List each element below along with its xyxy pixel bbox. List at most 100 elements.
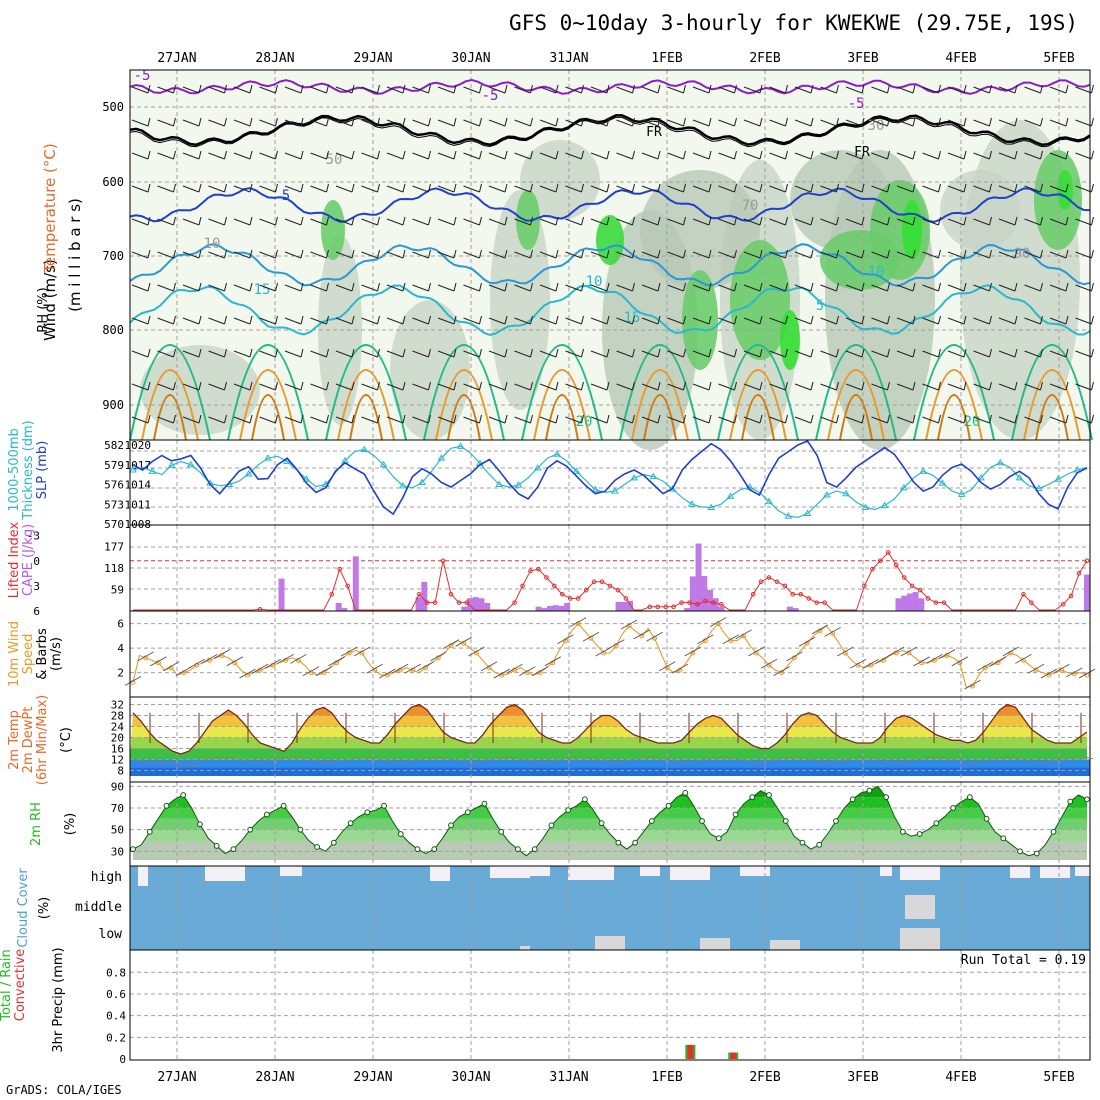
wind-barb-shaft <box>820 416 837 424</box>
wind-barb <box>692 84 712 94</box>
temp-contour-minus5 <box>129 78 1091 95</box>
wind-barb-shaft <box>565 416 582 424</box>
panel-axis-label: (°C) <box>59 727 74 753</box>
wind-barb-shaft <box>820 317 837 325</box>
wind-barb-shaft <box>896 383 914 391</box>
rh-point <box>916 831 923 837</box>
wind-barb <box>1024 216 1043 226</box>
wind-barb-flag <box>479 183 482 193</box>
wind-barb <box>437 249 457 259</box>
wind-barb-shaft <box>412 86 429 94</box>
wind-barb-10m <box>1066 667 1083 678</box>
wind-barb-shaft <box>131 119 149 127</box>
wind-barb-shaft <box>845 185 863 193</box>
wind-barb <box>845 348 865 358</box>
wind-barb-shaft <box>463 185 480 193</box>
wind-barb-flag <box>785 150 788 160</box>
temp-contour-25 <box>631 369 689 441</box>
wind-barb-flag <box>734 216 737 226</box>
wind-barb-10m <box>379 668 396 679</box>
day-label-bottom: 5FEB <box>1043 1070 1074 1085</box>
wind-barb-flag <box>683 249 686 259</box>
wind-barb-flag <box>989 84 992 94</box>
wind-barb-shaft <box>386 350 404 358</box>
day-label-top: 3FEB <box>847 51 878 66</box>
contour-label: 70 <box>742 198 759 214</box>
wind-barb <box>692 315 712 325</box>
wind-barb-flag <box>657 183 661 193</box>
wind-barb-10m <box>722 634 740 645</box>
wind-barb <box>514 117 533 127</box>
rh-band <box>133 829 1087 841</box>
wind-barb <box>208 150 227 160</box>
thickness-point <box>129 466 137 473</box>
wind-barb <box>973 183 992 193</box>
rh-point <box>263 811 270 818</box>
wind-barb-shaft <box>514 416 531 424</box>
cape-tick-label: 118 <box>104 562 124 575</box>
wind-barb-shaft <box>335 119 353 127</box>
wind-barb-shaft <box>743 119 761 127</box>
wind-barb-flag <box>810 249 814 259</box>
wind-barb <box>208 183 227 193</box>
wind-barb-flag <box>1091 249 1094 259</box>
wind-barb-flag <box>147 216 151 226</box>
wind-barb-shaft <box>743 416 761 424</box>
wind-barb-flag <box>249 84 253 94</box>
wind-barb-flag <box>147 249 151 259</box>
wind-barb-shaft <box>820 185 837 193</box>
wind-barb <box>310 282 329 292</box>
cape-bar <box>712 598 719 611</box>
wind-barb <box>794 381 814 391</box>
wind-barb-shaft <box>845 317 863 325</box>
wind-barb-flag <box>504 183 508 193</box>
wind-barb <box>871 117 890 127</box>
wind-barb-shaft <box>539 284 557 292</box>
thickness-point <box>360 445 369 453</box>
wind-barb <box>1024 84 1043 94</box>
wind-barb-flag <box>912 249 916 259</box>
wind-barb-flag <box>530 216 533 226</box>
wind-barb-flag <box>275 216 278 226</box>
wind-barb-10m <box>137 651 154 662</box>
wind-barb-shaft <box>565 119 582 127</box>
wind-barb-flag <box>606 117 610 127</box>
wind-barb-shaft <box>386 218 404 226</box>
wind-barb-shaft <box>922 416 939 424</box>
wind-barb-flag <box>836 315 839 325</box>
rh-point <box>364 809 371 816</box>
wind-barb <box>539 183 559 193</box>
temp-contour-25 <box>533 369 591 441</box>
wind-barb-flag <box>861 249 865 259</box>
wind-barb-shaft <box>845 251 863 259</box>
wind-barb-flag <box>734 183 737 193</box>
wind-barb <box>488 150 508 160</box>
wind-barb-10m <box>188 658 205 669</box>
thickness-point <box>379 460 388 468</box>
wind-barb <box>616 315 635 325</box>
wind-barb-flag <box>377 414 380 424</box>
wind-barb <box>488 216 508 226</box>
wind-barb-flag <box>581 348 584 358</box>
wind-barb <box>386 348 406 358</box>
wind-barb <box>361 117 380 127</box>
wind-barb-shaft <box>1024 185 1041 193</box>
wind-barb <box>463 348 482 358</box>
thickness-point <box>861 503 870 511</box>
li-point <box>909 583 915 589</box>
wind-barb-shaft <box>616 185 633 193</box>
wind-barb-shaft <box>1024 284 1041 292</box>
wind-barb-flag <box>734 117 737 127</box>
rh-point <box>833 818 839 824</box>
wind-barb-shaft <box>463 218 480 226</box>
wind-barb-flag <box>708 117 712 127</box>
wind-barb <box>794 315 814 325</box>
wind-barb <box>1024 381 1043 391</box>
wind-barb-shaft <box>539 152 557 160</box>
wind-barb-10m <box>989 656 1007 667</box>
wind-barb <box>335 348 355 358</box>
wind-barb-shaft <box>590 317 608 325</box>
wind-barb-flag <box>249 216 253 226</box>
wind-barb-shaft <box>233 383 251 391</box>
wind-barb <box>743 183 763 193</box>
